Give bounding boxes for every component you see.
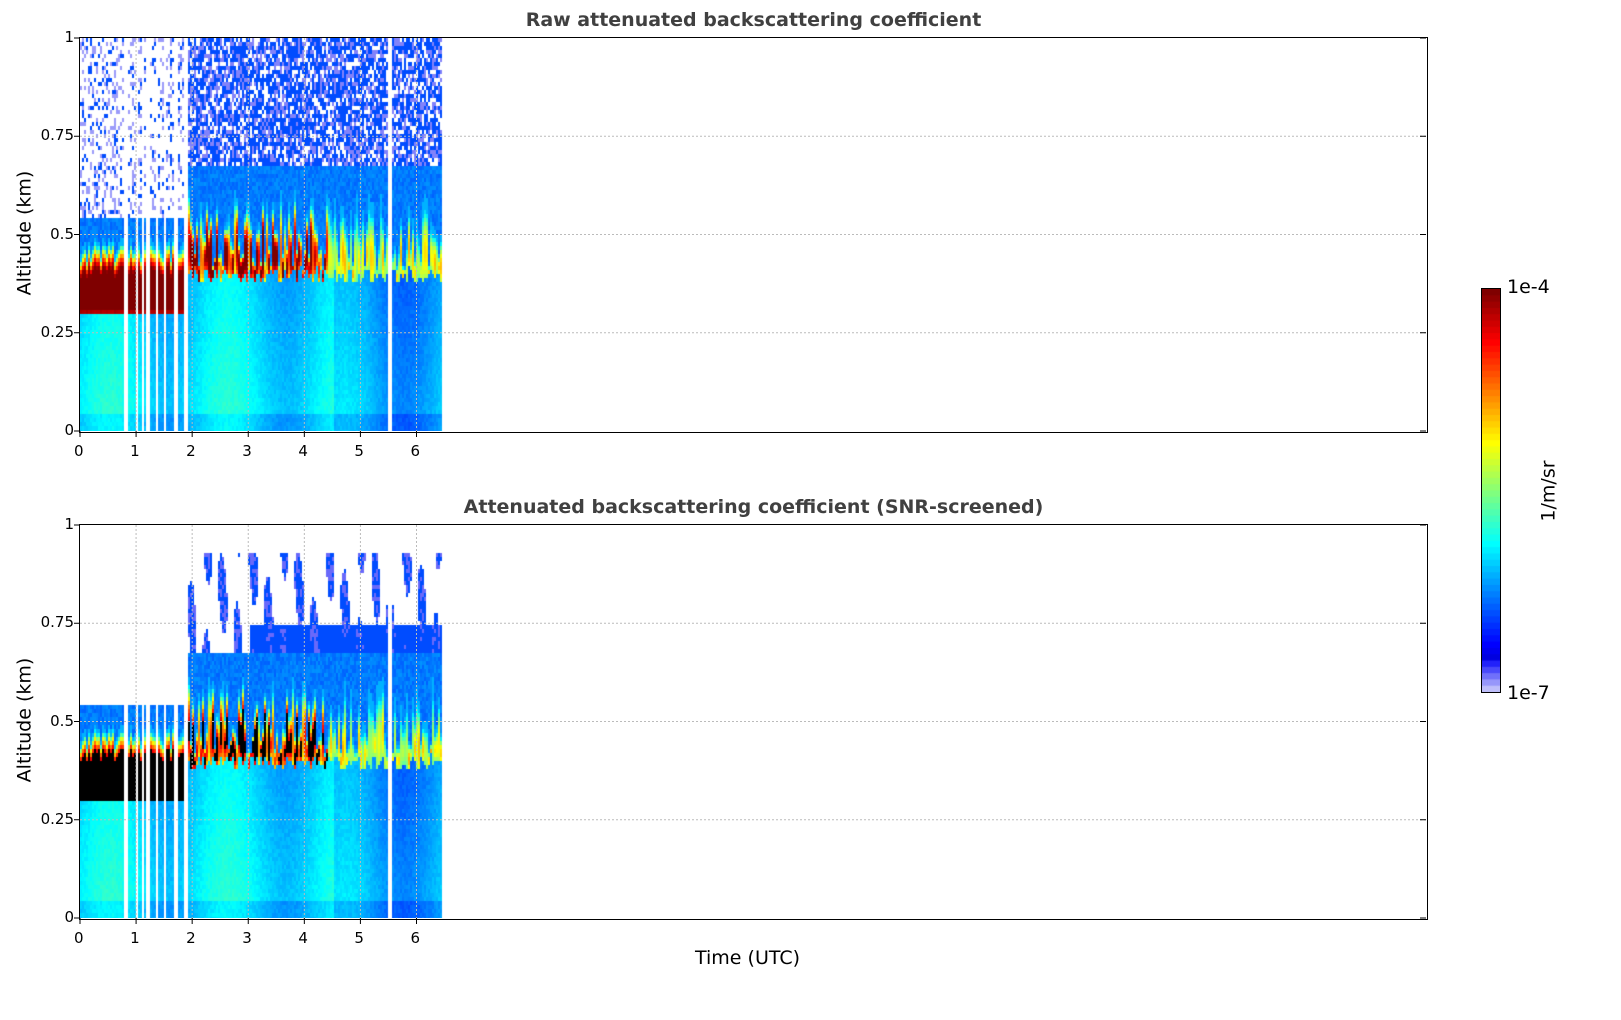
y-tick-label: 0.25 bbox=[40, 809, 74, 828]
y-tick-label: 1 bbox=[64, 515, 74, 533]
heatmap-plot-raw bbox=[74, 37, 1428, 437]
y-axis-label: Altitude (km) bbox=[13, 170, 36, 295]
x-tick-label: 1 bbox=[130, 929, 140, 947]
x-tick-label: 5 bbox=[354, 442, 364, 460]
x-tick-label: 6 bbox=[410, 442, 421, 460]
x-tick-label: 3 bbox=[242, 442, 252, 460]
y-tick-label: 0 bbox=[64, 908, 74, 926]
axes-grid bbox=[74, 524, 1426, 924]
colorbar-max-label: 1e-4 bbox=[1507, 276, 1550, 298]
y-tick-label: 0.75 bbox=[40, 126, 74, 145]
y-tick-label: 1 bbox=[64, 28, 74, 46]
y-tick-label: 0 bbox=[64, 421, 74, 439]
x-tick-label: 0 bbox=[74, 442, 84, 460]
x-axis-label: Time (UTC) bbox=[695, 947, 801, 969]
heatmap-plot-screened bbox=[74, 524, 1428, 924]
x-tick-label: 5 bbox=[354, 929, 364, 947]
x-tick-label: 1 bbox=[130, 442, 140, 460]
colorbar bbox=[1481, 288, 1501, 693]
x-tick-label: 2 bbox=[186, 929, 196, 947]
y-axis-label: Altitude (km) bbox=[13, 657, 36, 782]
y-tick-label: 0.25 bbox=[40, 322, 74, 341]
colorbar-min-label: 1e-7 bbox=[1507, 682, 1550, 704]
chart-title: Raw attenuated backscattering coefficien… bbox=[525, 9, 982, 31]
y-tick-label: 0.5 bbox=[50, 711, 74, 730]
x-tick-label: 4 bbox=[298, 929, 308, 947]
x-tick-label: 0 bbox=[74, 929, 84, 947]
x-tick-label: 2 bbox=[186, 442, 196, 460]
x-tick-label: 6 bbox=[410, 929, 421, 947]
x-tick-label: 3 bbox=[242, 929, 252, 947]
y-tick-label: 0.75 bbox=[40, 613, 74, 632]
colorbar-label: 1/m/sr bbox=[1537, 460, 1560, 522]
x-tick-label: 4 bbox=[298, 442, 308, 460]
axes-grid bbox=[74, 37, 1426, 437]
y-tick-label: 0.5 bbox=[50, 224, 74, 243]
chart-title: Attenuated backscattering coefficient (S… bbox=[463, 496, 1044, 518]
